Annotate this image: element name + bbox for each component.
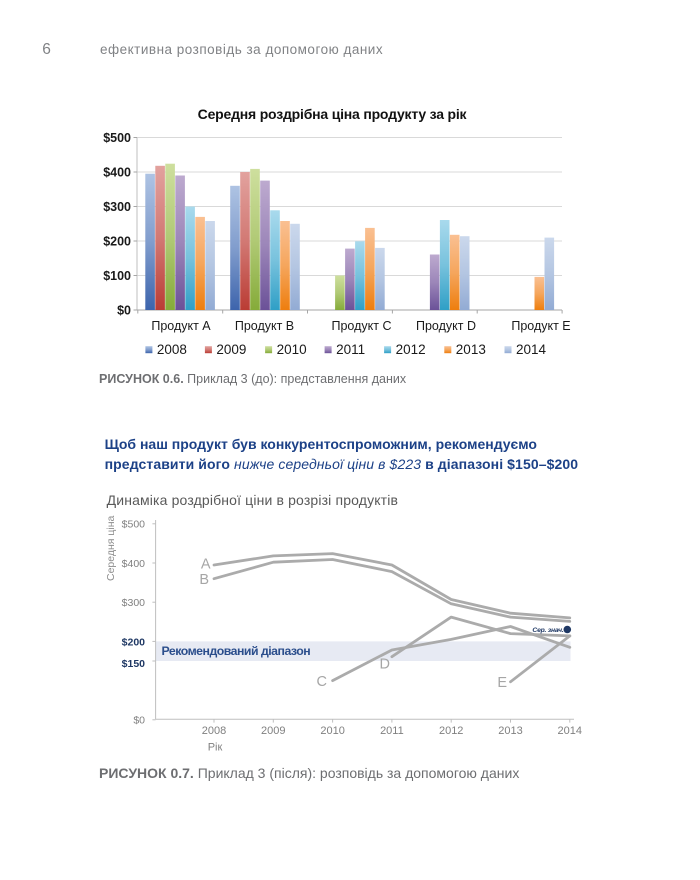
svg-text:$200: $200	[103, 234, 131, 248]
svg-text:D: D	[380, 657, 390, 673]
svg-text:Сер. знач.: Сер. знач.	[532, 627, 563, 634]
svg-text:РИСУНОК 0.7. Приклад 3 (після): РИСУНОК 0.7. Приклад 3 (після): розповід…	[99, 765, 519, 781]
svg-text:$100: $100	[103, 269, 131, 283]
svg-text:Продукт A: Продукт A	[151, 319, 211, 333]
svg-text:2011: 2011	[380, 725, 404, 737]
svg-text:6: 6	[42, 41, 51, 58]
svg-text:Продукт B: Продукт B	[235, 319, 294, 333]
svg-text:2009: 2009	[216, 342, 246, 357]
svg-text:Продукт E: Продукт E	[511, 319, 570, 333]
svg-text:Щоб наш продукт був конкуренто: Щоб наш продукт був конкурентоспроможним…	[105, 436, 537, 452]
svg-text:A: A	[201, 556, 211, 572]
svg-text:2014: 2014	[516, 342, 547, 357]
svg-text:2013: 2013	[498, 725, 522, 737]
svg-text:представити його нижче середнь: представити його нижче середньої ціни в …	[105, 456, 579, 472]
svg-text:2009: 2009	[261, 725, 285, 737]
svg-text:$150: $150	[122, 658, 146, 670]
svg-text:$400: $400	[122, 558, 146, 570]
svg-text:$300: $300	[103, 200, 131, 214]
svg-text:$500: $500	[122, 519, 146, 531]
svg-text:$200: $200	[122, 636, 146, 648]
svg-text:$0: $0	[117, 303, 131, 317]
svg-text:2012: 2012	[396, 342, 426, 357]
svg-text:C: C	[317, 674, 327, 690]
svg-text:РИСУНОК 0.6. Приклад 3 (до): п: РИСУНОК 0.6. Приклад 3 (до): представлен…	[99, 372, 407, 386]
svg-text:2011: 2011	[336, 342, 365, 357]
svg-text:Рекомендований діапазон: Рекомендований діапазон	[162, 644, 311, 658]
svg-text:Продукт C: Продукт C	[332, 319, 392, 333]
svg-text:ефективна розповідь за допомог: ефективна розповідь за допомогою даних	[100, 42, 383, 57]
svg-text:Середня ціна: Середня ціна	[105, 515, 117, 581]
svg-text:2013: 2013	[456, 342, 486, 357]
svg-text:2012: 2012	[439, 725, 463, 737]
svg-text:Рік: Рік	[208, 742, 223, 754]
svg-text:2014: 2014	[558, 725, 582, 737]
svg-text:$500: $500	[103, 131, 131, 145]
svg-text:E: E	[497, 675, 507, 691]
svg-text:Продукт D: Продукт D	[416, 319, 476, 333]
svg-text:$300: $300	[122, 597, 146, 609]
svg-text:2008: 2008	[157, 342, 187, 357]
svg-text:2010: 2010	[320, 725, 344, 737]
svg-text:$400: $400	[103, 165, 131, 179]
svg-text:2008: 2008	[202, 725, 226, 737]
svg-text:$0: $0	[133, 715, 145, 727]
svg-text:Динаміка роздрібної ціни в роз: Динаміка роздрібної ціни в розрізі проду…	[107, 492, 398, 508]
svg-text:Середня роздрібна ціна продукт: Середня роздрібна ціна продукту за рік	[198, 106, 468, 122]
svg-text:B: B	[199, 572, 209, 588]
svg-text:2010: 2010	[277, 342, 307, 357]
